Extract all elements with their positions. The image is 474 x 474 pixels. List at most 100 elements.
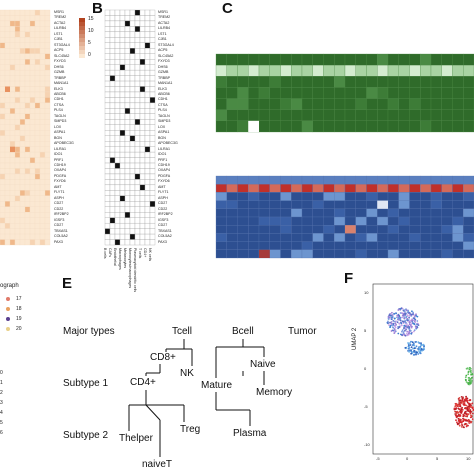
umap-point bbox=[413, 316, 416, 318]
umap-point bbox=[467, 382, 470, 384]
umap-point bbox=[388, 314, 391, 317]
umap-point bbox=[460, 396, 463, 398]
umap-point bbox=[461, 424, 464, 426]
gene-label: APOBEC3G bbox=[158, 141, 178, 146]
gene-label: IDO1 bbox=[158, 152, 167, 157]
umap-point bbox=[405, 323, 407, 325]
umap-point bbox=[410, 340, 412, 343]
umap-point bbox=[410, 326, 413, 328]
umap-point bbox=[406, 314, 409, 317]
umap-point bbox=[393, 320, 396, 323]
umap-point bbox=[401, 314, 404, 317]
umap-point bbox=[462, 415, 465, 418]
umap-point bbox=[462, 396, 464, 399]
umap-point bbox=[419, 342, 421, 345]
gene-label: ACTA2 bbox=[54, 20, 66, 25]
umap-point bbox=[411, 310, 413, 313]
umap-point bbox=[468, 376, 471, 379]
colorbar-step bbox=[79, 34, 85, 38]
gene-label: FXYD6 bbox=[158, 179, 170, 184]
umap-point bbox=[465, 381, 468, 383]
row-label-subtype2: Subtype 2 bbox=[63, 430, 109, 441]
umap-point bbox=[459, 415, 462, 417]
umap-point bbox=[392, 320, 395, 322]
umap-point bbox=[407, 327, 410, 330]
gene-label: MSR1 bbox=[158, 10, 168, 14]
umap-point bbox=[467, 424, 469, 427]
umap-point bbox=[468, 407, 471, 409]
umap-point bbox=[401, 324, 403, 327]
umap-point bbox=[410, 352, 412, 355]
colorbar-step bbox=[79, 22, 85, 26]
umap-point bbox=[458, 397, 461, 399]
umap-point bbox=[389, 321, 391, 324]
heat-c-blue-cell bbox=[463, 249, 474, 259]
gene-label: TRBBP bbox=[54, 75, 66, 80]
umap-scatter bbox=[372, 283, 474, 455]
umap-point bbox=[415, 323, 418, 326]
umap-point bbox=[465, 374, 468, 377]
umap-point bbox=[462, 417, 464, 420]
umap-point bbox=[393, 330, 396, 333]
umap-point bbox=[399, 319, 402, 321]
umap-point bbox=[402, 320, 405, 323]
umap-point bbox=[408, 351, 410, 353]
gene-label: FLYT1 bbox=[158, 190, 169, 195]
umap-point bbox=[465, 418, 467, 421]
umap-point bbox=[470, 378, 472, 380]
legend-label: 17 bbox=[16, 296, 22, 302]
umap-point bbox=[411, 341, 414, 344]
gene-label: ELK3 bbox=[158, 86, 167, 91]
gene-label: PRF1 bbox=[158, 157, 168, 162]
gene-label: DHS6 bbox=[54, 64, 64, 69]
colorbar-step bbox=[79, 54, 85, 58]
umap-point bbox=[404, 334, 407, 337]
gene-label: ACP5 bbox=[158, 48, 168, 53]
gene-label: ACP5 bbox=[54, 48, 64, 53]
umap-point bbox=[454, 413, 457, 415]
heat-a-cell bbox=[44, 239, 51, 246]
umap-point bbox=[406, 326, 409, 328]
umap-point bbox=[407, 342, 410, 345]
gene-label: DHS6 bbox=[158, 64, 168, 69]
umap-point bbox=[399, 317, 402, 319]
gene-label: CD27 bbox=[158, 223, 168, 228]
colorbar-step bbox=[79, 46, 85, 50]
umap-point bbox=[470, 415, 473, 417]
umap-y-tick: 5 bbox=[364, 328, 367, 333]
colorbar-step bbox=[79, 30, 85, 34]
umap-point bbox=[408, 346, 411, 348]
umap-point bbox=[460, 426, 463, 428]
umap-point bbox=[460, 408, 463, 411]
gene-label: CJB1 bbox=[158, 37, 167, 42]
gene-label: CD22 bbox=[158, 206, 168, 211]
umap-point bbox=[455, 419, 457, 422]
umap-point bbox=[404, 319, 406, 322]
umap-point bbox=[463, 403, 466, 405]
umap-point bbox=[406, 334, 409, 337]
umap-point bbox=[406, 319, 409, 322]
umap-point bbox=[403, 310, 406, 313]
umap-point bbox=[455, 408, 457, 410]
umap-point bbox=[405, 309, 408, 311]
umap-point bbox=[395, 312, 398, 315]
umap-point bbox=[465, 395, 467, 398]
gene-label: CDH1 bbox=[54, 97, 64, 102]
umap-point bbox=[472, 406, 474, 409]
umap-point bbox=[410, 323, 413, 325]
panel-label-f: F bbox=[344, 270, 354, 287]
umap-point bbox=[398, 326, 400, 329]
row-label-major: Major types bbox=[63, 326, 115, 337]
umap-point bbox=[407, 330, 410, 333]
umap-point bbox=[470, 379, 473, 382]
colorbar-label: 15 bbox=[88, 16, 94, 22]
umap-point bbox=[463, 419, 465, 422]
umap-point bbox=[463, 426, 465, 429]
umap-point bbox=[413, 344, 416, 347]
umap-point bbox=[415, 345, 418, 348]
umap-point bbox=[462, 413, 465, 416]
gene-label: IGSF3 bbox=[54, 217, 65, 222]
umap-point bbox=[394, 330, 397, 333]
umap-point bbox=[468, 422, 471, 424]
umap-point bbox=[387, 320, 389, 323]
